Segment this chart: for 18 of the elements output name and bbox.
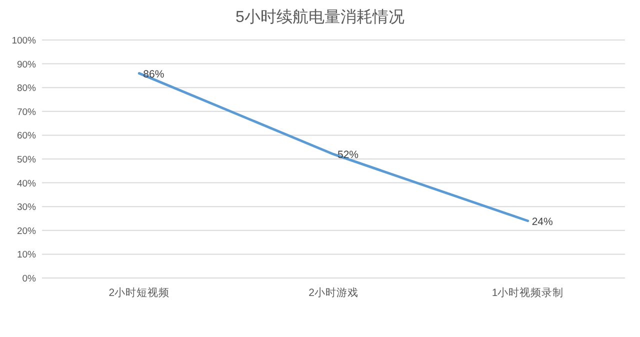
y-tick-label: 10% bbox=[16, 250, 37, 261]
y-tick-label: 60% bbox=[16, 130, 37, 142]
data-label: 86% bbox=[143, 68, 164, 80]
y-tick-label: 40% bbox=[16, 178, 37, 190]
y-tick-label: 90% bbox=[16, 59, 37, 70]
x-tick-label: 2小时短视频 bbox=[108, 286, 170, 299]
y-tick-label: 20% bbox=[16, 226, 37, 237]
x-tick-label: 2小时游戏 bbox=[308, 286, 358, 299]
y-tick-label: 30% bbox=[16, 202, 37, 214]
y-tick-label: 0% bbox=[22, 274, 37, 284]
y-tick-label: 50% bbox=[16, 154, 37, 166]
y-tick-label: 80% bbox=[16, 83, 37, 94]
data-label: 24% bbox=[532, 216, 553, 228]
y-tick-label: 70% bbox=[16, 106, 37, 118]
chart-title: 5小时续航电量消耗情况 bbox=[236, 8, 404, 26]
x-tick-label: 1小时视频录制 bbox=[492, 286, 564, 299]
y-tick-label: 100% bbox=[12, 36, 37, 46]
data-label: 52% bbox=[338, 149, 359, 162]
